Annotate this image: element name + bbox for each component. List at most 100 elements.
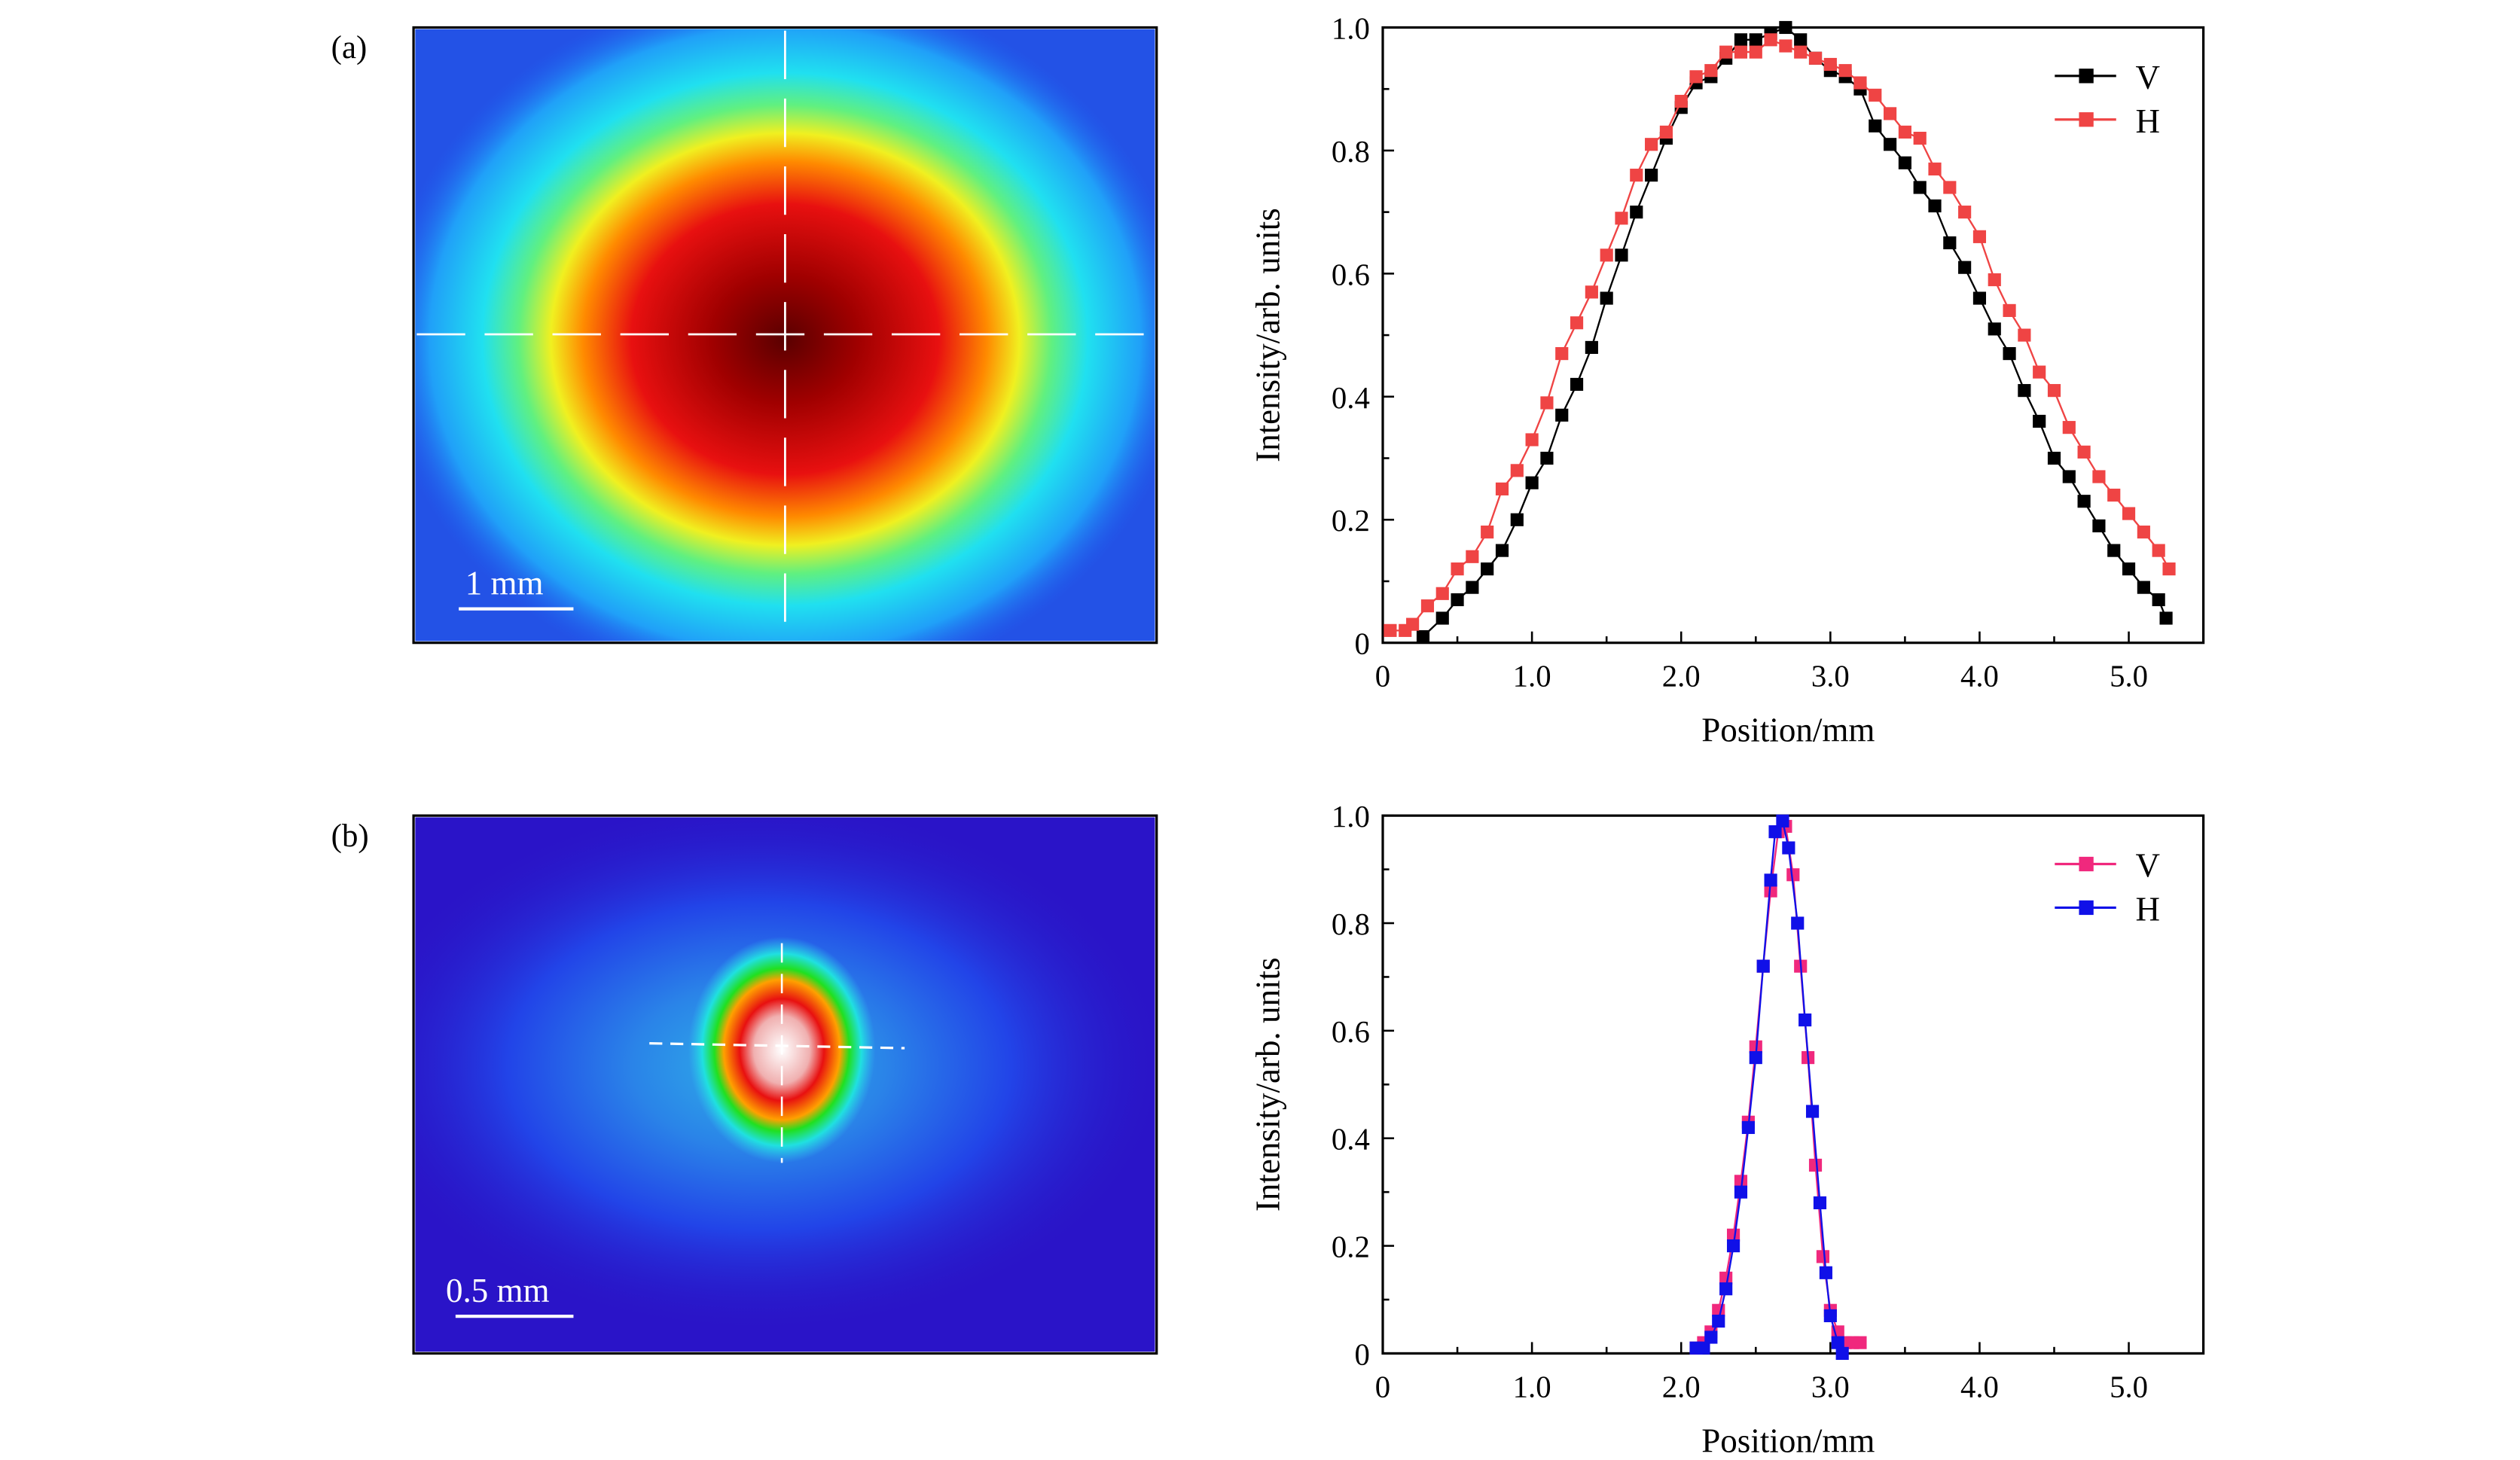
plot-a-x-tick-label: 4.0 <box>1960 660 1999 693</box>
plot-b-data-point-H <box>1782 841 1795 855</box>
plot-a-data-point-V <box>2062 470 2076 483</box>
plot-a-data-point-H <box>1435 587 1449 600</box>
plot-a-data-point-H <box>2092 470 2106 483</box>
plot-a-x-tick-label: 1.0 <box>1513 660 1551 693</box>
plot-a-data-point-H <box>2122 507 2136 520</box>
plot-a-data-point-V <box>1972 291 1987 305</box>
plot-b-data-point-V <box>1764 884 1777 898</box>
plot-a-data-point-V <box>2033 414 2046 428</box>
plot-a-series-V <box>1416 20 2173 644</box>
plot-a-series-line-V <box>1422 26 2168 638</box>
plot-a-series-H <box>1384 33 2176 637</box>
plot-b-data-point-H <box>1798 1013 1812 1027</box>
plot-a-data-point-V <box>1645 169 1658 182</box>
plot-b-data-point-H <box>1805 1105 1820 1118</box>
plot-a-data-point-H <box>1972 230 1987 243</box>
plot-a-data-point-H <box>1555 347 1569 361</box>
plot-a-data-point-V <box>2092 519 2106 532</box>
plot-b-x-tick-label: 1.0 <box>1513 1370 1551 1404</box>
plot-a-data-point-H <box>1645 138 1658 151</box>
plot-a-y-tick-label: 0.2 <box>1332 504 1370 538</box>
plot-a-data-point-V <box>1794 33 1808 47</box>
plot-a-data-point-H <box>2162 562 2176 576</box>
plot-a-data-point-V <box>2003 347 2016 361</box>
plot-a-data-point-V <box>2107 544 2121 557</box>
plot-b-data-point-V <box>1734 1175 1748 1188</box>
plot-a-data-point-V <box>1630 206 1643 219</box>
plot-a-data-point-V <box>2152 593 2165 607</box>
plot-a-data-point-V <box>2137 581 2150 594</box>
plot-b-x-tick-label: 5.0 <box>2110 1370 2148 1404</box>
plot-a-data-point-H <box>1659 125 1673 139</box>
plot-a-legend-marker-V <box>2079 69 2094 84</box>
plot-a-data-point-H <box>1451 562 1464 576</box>
plot-a-x-tick-label: 3.0 <box>1811 660 1850 693</box>
plot-a-data-point-V <box>1495 544 1509 557</box>
plot-a-data-point-H <box>1883 107 1897 120</box>
plot-b-data-point-H <box>1813 1196 1827 1210</box>
plot-b-y-tick-label: 0.4 <box>1332 1123 1370 1157</box>
plot-b-y-tick-label: 0 <box>1354 1337 1369 1371</box>
plot-a-data-point-H <box>1779 39 1792 53</box>
plot-a-legend-marker-H <box>2079 112 2094 127</box>
plot-b-axes-frame <box>1381 814 2205 1355</box>
plot-a-data-point-V <box>1943 236 1957 250</box>
plot-a-data-point-H <box>1704 64 1718 78</box>
plot-b-data-point-H <box>1749 1051 1762 1065</box>
plot-b-series-line-H <box>1696 818 1844 1354</box>
plot-a-data-point-H <box>1823 57 1837 72</box>
plot-a-data-point-H <box>2033 365 2046 379</box>
plot-a-data-point-V <box>1734 33 1748 47</box>
plot-b-legend-label-H: H <box>2136 891 2161 928</box>
plot-a-data-point-V <box>1913 181 1927 194</box>
plot-b-x-tick-label: 2.0 <box>1662 1370 1701 1404</box>
plot-a-y-tick-label: 0.8 <box>1332 135 1370 169</box>
plot-a-data-point-V <box>1525 476 1539 489</box>
plot-a-data-point-H <box>2137 526 2150 539</box>
plot-a-data-point-H <box>2018 328 2031 342</box>
plot-a-x-tick-label: 0 <box>1375 660 1390 693</box>
plot-b-x-tick-label: 3.0 <box>1811 1370 1850 1404</box>
plot-b-data-point-H <box>1719 1282 1733 1296</box>
plot-a-data-point-H <box>1853 76 1867 90</box>
beam-image-b-frame <box>412 814 1158 1355</box>
plot-a-data-point-H <box>1495 482 1509 495</box>
plot-a-data-point-H <box>1719 45 1733 59</box>
plot-a-x-axis-label: Position/mm <box>1701 712 1875 749</box>
plot-a-data-point-V <box>1779 20 1792 35</box>
plot-b-data-point-H <box>1764 873 1777 887</box>
plot-b-data-point-H <box>1776 814 1789 828</box>
plot-a-data-point-H <box>1869 88 1882 102</box>
plot-a-data-point-V <box>2047 451 2061 465</box>
plot-b-y-tick-label: 0.2 <box>1332 1230 1370 1264</box>
plot-a-data-point-H <box>2107 488 2121 502</box>
plot-a-y-tick-label: 0.4 <box>1332 381 1370 415</box>
plot-a-data-point-V <box>1988 322 2001 336</box>
plot-a-data-point-V <box>2077 495 2091 508</box>
plot-b-data-point-H <box>1819 1266 1832 1279</box>
plot-b-legend-label-V: V <box>2136 847 2161 885</box>
plot-a-data-point-V <box>2159 611 2173 625</box>
plot-b-data-point-V <box>1808 1158 1823 1172</box>
plot-a-data-point-V <box>1510 513 1524 526</box>
plot-a-y-tick-label: 1.0 <box>1332 11 1370 45</box>
plot-a-data-point-H <box>1600 248 1613 262</box>
plot-a-data-point-V <box>1451 593 1464 607</box>
plot-a-data-point-H <box>1384 623 1397 637</box>
profile-plot-a: 0 1.0 2.0 3.0 4.0 5.0 0 0.2 0.4 0.6 0.8 1.0 Position… <box>1249 11 2205 749</box>
plot-b-series-line-V <box>1695 824 1861 1349</box>
plot-a-data-point-H <box>1734 45 1748 59</box>
plot-a-data-point-H <box>1749 45 1762 59</box>
plot-a-data-point-H <box>1794 45 1808 59</box>
plot-a-data-point-V <box>1481 562 1494 576</box>
plot-a-data-point-V <box>1883 138 1897 151</box>
plot-a-legend-label-H: H <box>2136 102 2161 140</box>
plot-b-x-tick-label: 4.0 <box>1960 1370 1999 1404</box>
plot-a-data-point-H <box>1406 617 1420 631</box>
plot-b-legend-marker-H <box>2079 900 2094 916</box>
plot-b-data-point-V <box>1853 1336 1867 1349</box>
plot-a-data-point-H <box>1630 169 1643 182</box>
plot-a-data-point-V <box>2018 384 2031 398</box>
plot-a-data-point-V <box>1540 451 1554 465</box>
panel-label-b: (b) <box>331 818 369 854</box>
